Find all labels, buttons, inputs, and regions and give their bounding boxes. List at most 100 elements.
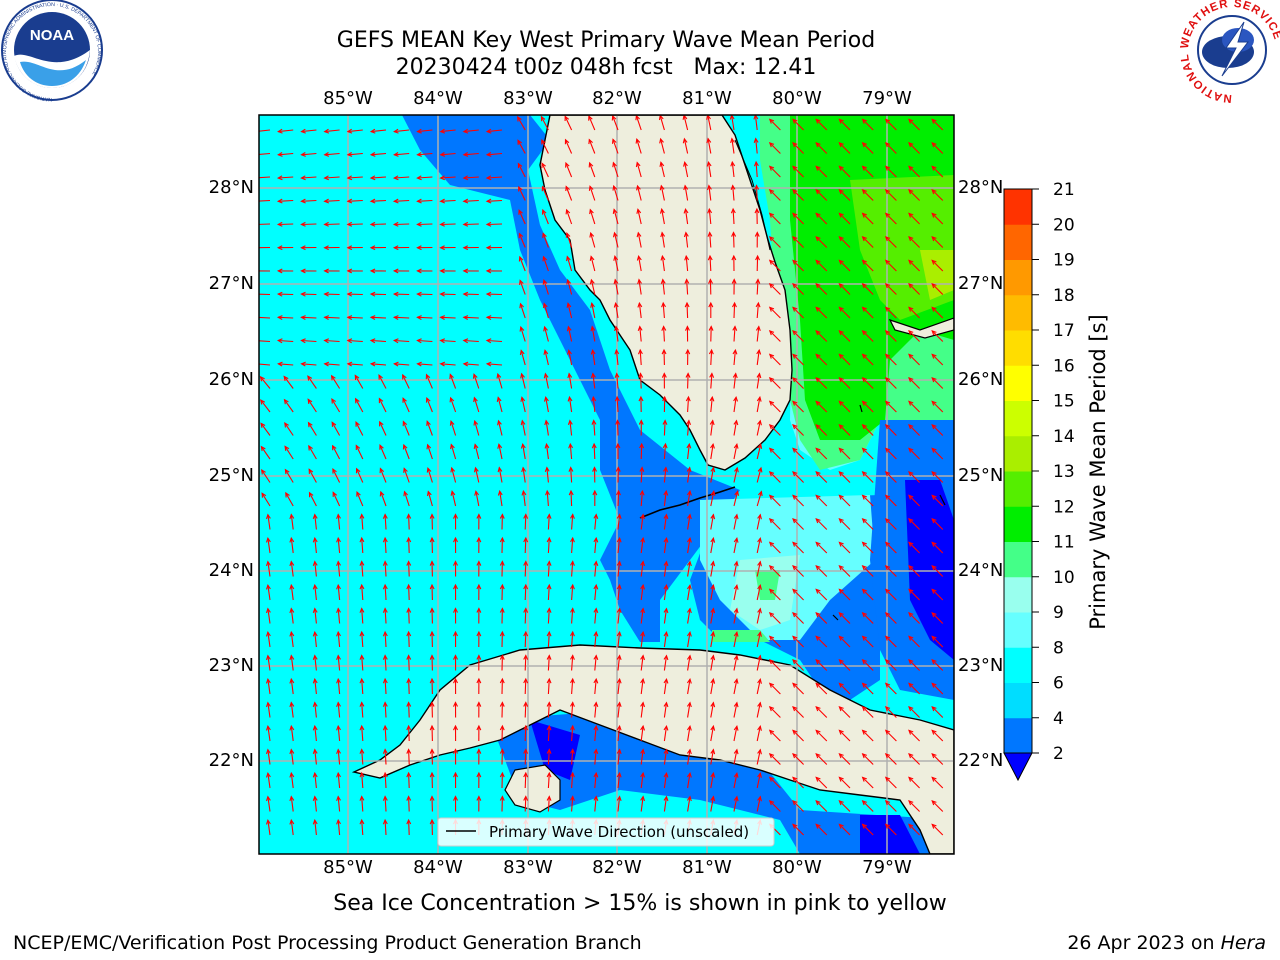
wave-arrow: [710, 420, 714, 436]
wave-arrow: [769, 283, 781, 295]
wave-arrow-head: [861, 376, 867, 383]
wave-arrow: [639, 326, 642, 342]
wave-arrow: [862, 730, 874, 742]
colorbar-segment: [1004, 400, 1032, 437]
wave-arrow-head: [382, 560, 388, 566]
wave-direction-arrows: [259, 115, 944, 836]
wave-arrow-head: [838, 353, 844, 359]
wave-arrow-head: [792, 752, 798, 759]
wave-arrow: [332, 468, 341, 483]
wave-arrow-head: [768, 353, 775, 359]
wave-arrow-head: [753, 137, 759, 143]
wave-arrow: [862, 800, 874, 812]
wave-arrow: [815, 824, 828, 836]
wave-arrow-head: [406, 795, 412, 801]
wave-arrow-head: [429, 818, 435, 825]
wave-arrow: [267, 726, 271, 742]
wave-arrow: [885, 706, 897, 718]
wave-arrow: [685, 256, 689, 272]
wave-arrow: [815, 730, 828, 742]
wave-arrow-head: [289, 795, 295, 802]
wave-arrow-head: [462, 198, 469, 204]
wave-arrow-head: [289, 630, 295, 637]
wave-arrow: [885, 800, 897, 812]
colorbar-segment: [1004, 365, 1032, 401]
wave-arrow: [815, 260, 828, 272]
wave-arrow: [259, 363, 271, 366]
wave-arrow: [519, 303, 526, 319]
wave-arrow-head: [884, 494, 891, 500]
wave-arrow-head: [519, 325, 525, 332]
wave-arrow: [792, 236, 804, 248]
wave-arrow: [267, 773, 271, 789]
wave-arrow-head: [499, 630, 505, 637]
wave-arrow-head: [499, 677, 505, 684]
wave-arrow-head: [308, 491, 314, 498]
wave-arrow: [710, 491, 715, 507]
wave-arrow-head: [861, 188, 867, 195]
wave-arrow-head: [406, 583, 412, 590]
wave-arrow-head: [884, 635, 891, 641]
wave-arrow: [337, 514, 341, 530]
wave-arrow-head: [884, 212, 891, 218]
wave-arrow: [324, 223, 340, 226]
wave-arrow-head: [276, 268, 283, 274]
wave-arrow-head: [476, 630, 482, 637]
wave-arrow-head: [884, 118, 891, 124]
wave-arrow: [733, 514, 738, 530]
wave-arrow: [324, 176, 340, 179]
wave-arrow: [687, 632, 691, 648]
wave-arrow-head: [838, 635, 844, 641]
wave-arrow-head: [661, 372, 667, 378]
wave-arrow: [839, 142, 851, 154]
wave-arrow-head: [710, 583, 716, 590]
wave-arrow: [290, 632, 294, 648]
wave-arrow-head: [838, 306, 844, 312]
wave-arrow-head: [425, 373, 431, 380]
wave-arrow-head: [546, 560, 552, 566]
wave-arrow-head: [485, 128, 492, 134]
wave-arrow: [612, 115, 619, 131]
wave-arrow: [683, 115, 689, 131]
wave-arrow-head: [733, 795, 739, 802]
wave-arrow: [733, 326, 736, 342]
wave-arrow: [591, 303, 596, 319]
colorbar-segment: [1004, 189, 1032, 225]
wave-arrow-head: [476, 560, 482, 566]
wave-arrow-head: [429, 748, 435, 754]
wave-arrow-head: [453, 513, 458, 519]
wave-arrow: [756, 655, 761, 671]
wave-arrow-head: [706, 137, 712, 144]
wave-arrow: [862, 354, 874, 366]
wave-arrow-head: [546, 795, 552, 801]
wave-arrow-head: [908, 658, 914, 665]
colorbar-tick-label: 6: [1053, 674, 1064, 694]
wave-arrow: [931, 589, 944, 601]
wave-arrow: [663, 679, 668, 695]
wave-arrow-head: [591, 395, 597, 402]
wave-arrow-head: [709, 372, 715, 378]
wave-arrow-head: [276, 245, 283, 251]
wave-arrow: [379, 421, 387, 436]
wave-arrow: [567, 303, 573, 319]
wave-arrow-head: [792, 141, 798, 148]
wave-arrow-head: [518, 185, 523, 192]
wave-arrow-head: [453, 583, 458, 590]
wave-arrow: [541, 139, 549, 154]
wave-arrow-head: [499, 560, 505, 566]
wave-arrow: [290, 749, 294, 765]
wave-arrow-head: [591, 442, 597, 449]
wave-arrow: [908, 683, 920, 695]
wave-arrow-head: [768, 329, 775, 336]
wave-arrow: [408, 561, 410, 577]
wave-arrow: [408, 608, 410, 624]
wave-arrow-head: [406, 607, 412, 613]
wave-arrow-head: [570, 536, 575, 543]
wave-arrow-head: [590, 325, 596, 332]
wave-arrow: [408, 772, 410, 789]
wave-arrow-head: [439, 221, 445, 227]
wave-arrow-head: [931, 141, 937, 148]
wave-arrow: [862, 612, 874, 624]
wave-arrow-head: [686, 724, 692, 731]
